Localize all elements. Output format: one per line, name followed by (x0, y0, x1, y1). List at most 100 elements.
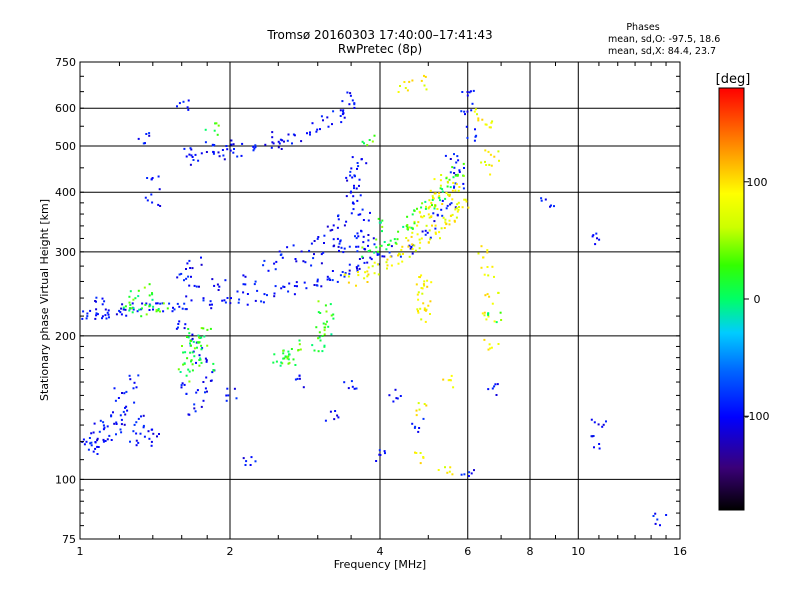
x-tick-label: 16 (673, 545, 687, 558)
data-point (394, 388, 397, 391)
data-point (320, 253, 323, 256)
data-point (418, 408, 421, 411)
data-point (192, 159, 195, 161)
data-point (140, 315, 143, 318)
data-point (229, 149, 232, 152)
data-point (444, 221, 447, 224)
data-point (217, 289, 220, 291)
data-point (367, 234, 370, 236)
data-point (313, 284, 316, 286)
data-point (428, 229, 431, 232)
data-point (209, 379, 212, 382)
data-point (451, 213, 454, 216)
data-point (377, 217, 380, 220)
data-point (445, 207, 448, 210)
data-point (96, 453, 99, 455)
data-point (455, 183, 458, 186)
data-point (254, 280, 257, 283)
data-point (411, 227, 414, 230)
data-point (203, 335, 206, 338)
data-point (454, 189, 457, 192)
data-point (654, 522, 657, 525)
data-point (474, 108, 477, 111)
data-point (430, 281, 433, 284)
data-point (272, 142, 275, 145)
data-point (491, 120, 494, 123)
data-point (361, 255, 364, 258)
data-point (406, 226, 409, 229)
data-point (361, 140, 364, 143)
data-point (320, 115, 323, 118)
data-point (369, 211, 371, 214)
data-point (444, 218, 447, 221)
data-point (422, 283, 425, 286)
data-point (329, 229, 332, 232)
data-point (102, 424, 105, 427)
data-point (233, 148, 235, 150)
data-point (349, 170, 352, 173)
data-point (319, 339, 322, 342)
data-point (389, 239, 392, 242)
data-point (483, 273, 486, 276)
plot-frame (79, 61, 681, 540)
data-point (298, 343, 301, 346)
data-point (185, 392, 188, 395)
data-point (443, 227, 446, 229)
data-point (280, 253, 283, 256)
data-point (343, 275, 346, 278)
data-point (407, 239, 410, 242)
data-point (361, 208, 364, 211)
data-point (470, 472, 473, 475)
data-points (81, 74, 668, 527)
data-point (316, 128, 319, 131)
data-point (367, 239, 370, 242)
data-point (351, 156, 354, 159)
data-point (329, 410, 332, 413)
data-point (275, 360, 278, 363)
data-point (115, 421, 118, 424)
data-point (245, 460, 248, 463)
data-point (452, 386, 455, 389)
data-point (394, 241, 397, 244)
data-point (406, 89, 409, 92)
data-point (187, 99, 190, 102)
data-point (94, 300, 97, 302)
data-point (419, 276, 421, 279)
data-point (191, 337, 194, 340)
data-point (142, 142, 145, 145)
data-point (399, 85, 401, 87)
data-point (119, 428, 122, 431)
data-point (190, 154, 193, 157)
data-point (602, 423, 605, 426)
data-point (162, 310, 165, 313)
data-point (178, 320, 181, 323)
data-point (495, 394, 498, 396)
data-point (262, 264, 265, 267)
data-point (112, 411, 114, 414)
data-point (273, 292, 276, 295)
data-point (449, 214, 452, 217)
data-point (466, 94, 469, 97)
data-point (422, 456, 425, 458)
data-point (339, 115, 342, 117)
data-point (373, 251, 376, 254)
data-point (349, 92, 352, 95)
data-point (592, 234, 595, 237)
data-point (420, 215, 423, 218)
data-point (367, 250, 370, 252)
data-point (186, 106, 189, 109)
data-point (95, 314, 98, 317)
data-point (176, 105, 178, 108)
data-point (466, 91, 469, 93)
data-point (196, 389, 199, 392)
data-point (230, 139, 233, 142)
x-tick-label: 8 (527, 545, 534, 558)
data-point (427, 304, 430, 307)
data-point (477, 252, 480, 255)
data-point (131, 311, 134, 314)
data-point (224, 301, 227, 304)
data-point (454, 182, 457, 185)
data-point (356, 167, 358, 170)
data-point (410, 246, 413, 248)
data-point (341, 271, 344, 273)
